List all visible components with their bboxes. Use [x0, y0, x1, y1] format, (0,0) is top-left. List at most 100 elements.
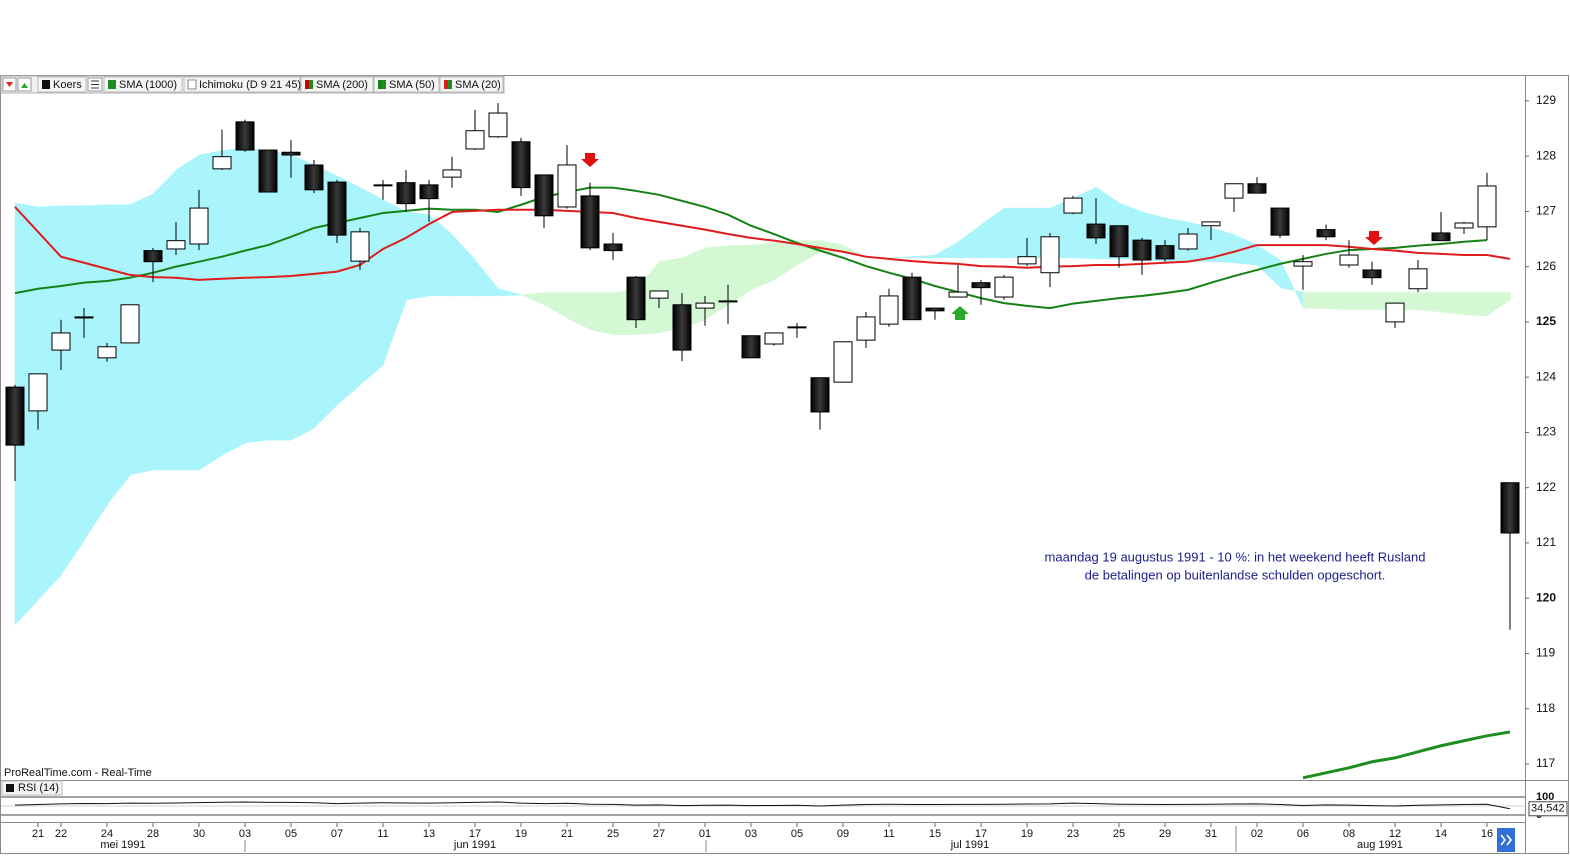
candle-body [1339, 254, 1359, 266]
y-tick-label: 122 [1536, 480, 1556, 494]
ichimoku-cloud [198, 150, 223, 471]
legend-item[interactable] [300, 76, 374, 93]
y-tick-label: 126 [1536, 259, 1556, 273]
candle-body [1362, 269, 1382, 279]
candle-body [442, 169, 462, 178]
x-tick-label: 14 [1435, 828, 1447, 840]
candle-body [97, 346, 117, 359]
legend-label: SMA (200) [316, 79, 368, 91]
legend-item[interactable] [373, 76, 440, 93]
legend-label: SMA (1000) [119, 79, 177, 91]
x-tick-label: 22 [55, 828, 67, 840]
x-tick-label: 25 [607, 828, 619, 840]
toolbar-icon [6, 82, 13, 87]
candle-body [1247, 183, 1267, 194]
x-tick-label: 08 [1343, 828, 1355, 840]
ichimoku-cloud [1440, 291, 1465, 316]
ichimoku-cloud [83, 204, 108, 542]
candle-body [1500, 482, 1520, 534]
candle-body [396, 182, 416, 205]
candle-body [51, 332, 71, 351]
ichimoku-cloud [221, 147, 246, 456]
candle-body [1017, 256, 1037, 265]
candle-body [1293, 261, 1313, 267]
rsi-legend-box[interactable] [1, 780, 63, 796]
candle-body [1408, 268, 1428, 290]
candle-body [1477, 185, 1497, 228]
ichimoku-cloud [497, 288, 522, 297]
x-tick-label: 27 [653, 828, 665, 840]
y-tick-label: 120 [1536, 590, 1556, 604]
candle-body [902, 276, 922, 321]
candle-body [350, 231, 370, 262]
candle-body [235, 121, 255, 151]
legend-icon [309, 80, 313, 89]
candle-body [189, 207, 209, 245]
candle-body [258, 149, 278, 193]
legend-icon [444, 80, 448, 89]
x-tick-label: 05 [791, 828, 803, 840]
y-tick-label: 118 [1536, 701, 1555, 715]
candle-body [212, 156, 232, 170]
candle-body [672, 304, 692, 351]
rsi-last-label: 34,542 [1531, 803, 1565, 815]
ichimoku-cloud [290, 154, 315, 441]
candle-body [833, 341, 853, 383]
x-tick-label: 31 [1205, 828, 1217, 840]
month-label: jun 1991 [453, 839, 496, 851]
toolbar-icon [91, 80, 99, 89]
x-tick-label: 19 [515, 828, 527, 840]
legend-item[interactable] [183, 76, 301, 93]
legend-item[interactable] [439, 76, 504, 93]
candle-body [626, 276, 646, 321]
candle-body [1316, 229, 1336, 238]
candle-body [1431, 232, 1451, 242]
x-tick-label: 25 [1113, 828, 1125, 840]
y-tick-label: 121 [1536, 535, 1556, 549]
candle-body [74, 316, 94, 319]
y-tick-label: 117 [1536, 756, 1555, 770]
annotation: maandag 19 augustus 1991 - 10 %: in het … [1045, 549, 1426, 564]
sell-signal-arrow [1365, 231, 1383, 245]
legend-icon [378, 80, 382, 89]
y-tick-label: 125 [1536, 314, 1556, 328]
candle-body [557, 164, 577, 208]
candle-body [764, 332, 784, 345]
rsi-legend: RSI (14) [18, 782, 59, 794]
candle-body [1063, 197, 1083, 214]
buy-signal-arrow [951, 306, 969, 320]
candle-body [718, 300, 738, 303]
watermark: ProRealTime.com - Real-Time [4, 767, 152, 779]
x-tick-label: 05 [285, 828, 297, 840]
legend-label: Ichimoku (D 9 21 45) [199, 79, 301, 91]
candle-body [465, 130, 485, 150]
candle-body [787, 326, 807, 329]
x-tick-label: 23 [1067, 828, 1079, 840]
candle-body [1454, 222, 1474, 229]
candle-body [1270, 207, 1290, 236]
candle-body [810, 377, 830, 413]
x-tick-label: 03 [239, 828, 251, 840]
candle-body [856, 316, 876, 341]
x-tick-label: 30 [193, 828, 205, 840]
legend-icon [382, 80, 386, 89]
candle-body [166, 240, 186, 250]
candle-body [281, 151, 301, 156]
sma-line [1302, 730, 1511, 780]
x-tick-label: 12 [1389, 828, 1401, 840]
legend-item[interactable] [103, 76, 183, 93]
rsi-line [14, 801, 1511, 810]
x-tick-label: 17 [975, 828, 987, 840]
ichimoku-cloud [1463, 291, 1488, 317]
candle-body [28, 373, 48, 412]
x-tick-label: 07 [331, 828, 343, 840]
ichimoku-cloud [152, 169, 177, 471]
candle-body [304, 164, 324, 191]
rsi-tick-label: 100 [1536, 791, 1554, 803]
x-tick-label: 21 [561, 828, 573, 840]
ichimoku-cloud [1417, 291, 1442, 313]
candle-body [879, 295, 899, 325]
sma-line [14, 186, 1488, 310]
candle-body [649, 290, 669, 299]
